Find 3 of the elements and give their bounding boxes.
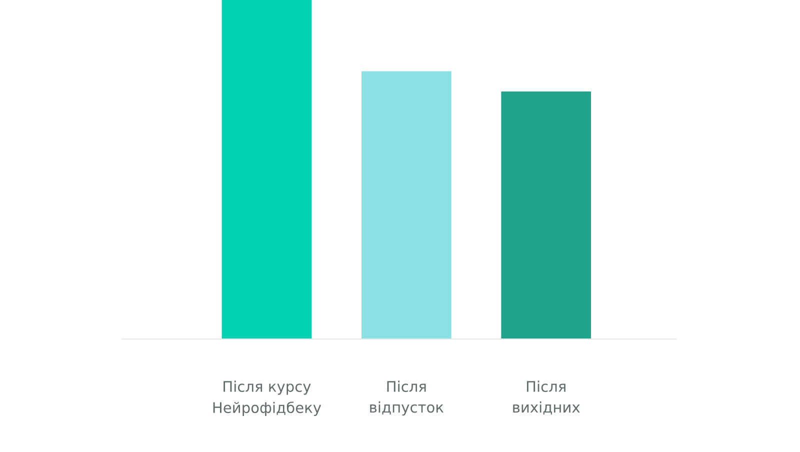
x-tick-label: Після вихідних (513, 380, 580, 415)
x-tick-label: Після відпусток (370, 380, 444, 416)
x-tick-label: Після курсу Нейрофідбеку (213, 380, 322, 416)
